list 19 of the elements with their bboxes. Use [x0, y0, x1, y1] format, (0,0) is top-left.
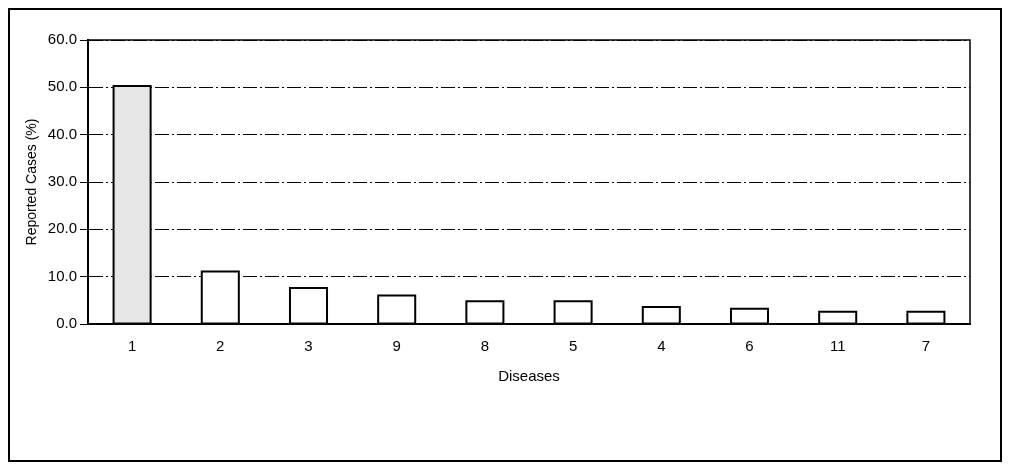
y-tick-label: 0.0 [56, 314, 77, 332]
x-tick-label: 6 [745, 337, 754, 355]
y-tick-label: 30.0 [47, 172, 77, 190]
y-axis-title: Reported Cases (%) [23, 118, 40, 246]
x-tick-label: 11 [829, 337, 846, 355]
y-tick-label: 20.0 [47, 219, 77, 237]
x-tick-label: 8 [480, 337, 490, 355]
x-tick-label: 2 [216, 337, 225, 355]
x-tick-label: 4 [657, 337, 666, 355]
x-tick-label: 1 [127, 337, 137, 355]
y-tick-label: 60.0 [47, 30, 77, 48]
x-axis-title: Diseases [498, 367, 560, 385]
y-tick-label: 50.0 [47, 77, 77, 95]
x-tick-label: 7 [921, 337, 931, 355]
x-tick-label: 3 [304, 337, 313, 355]
x-tick-label: 5 [568, 337, 578, 355]
y-tick-label: 10.0 [47, 266, 77, 284]
x-tick-label: 9 [392, 337, 401, 355]
y-tick-label: 40.0 [47, 124, 77, 142]
